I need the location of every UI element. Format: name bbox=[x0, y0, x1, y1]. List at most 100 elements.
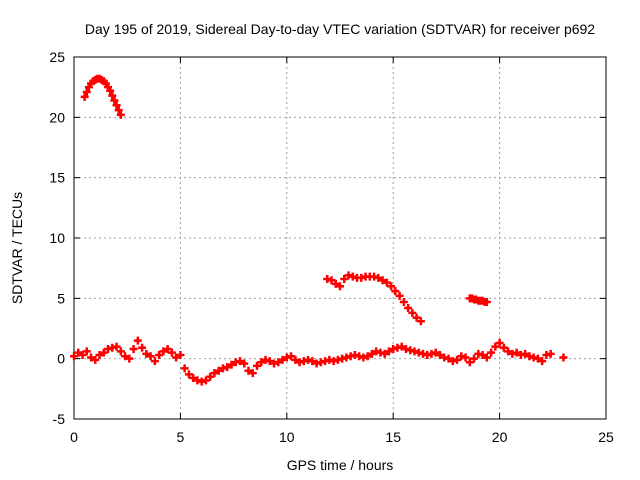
data-point bbox=[129, 345, 138, 354]
data-point bbox=[431, 348, 440, 357]
data-point bbox=[82, 87, 91, 96]
y-axis-label: SDTVAR / TECUs bbox=[9, 191, 25, 305]
data-point bbox=[116, 347, 125, 356]
data-point bbox=[114, 106, 123, 115]
data-point bbox=[253, 361, 262, 370]
data-point bbox=[112, 342, 121, 351]
x-axis-label: GPS time / hours bbox=[286, 457, 394, 473]
data-point bbox=[287, 352, 296, 361]
data-point bbox=[125, 354, 134, 363]
data-point bbox=[533, 354, 542, 363]
data-point bbox=[176, 351, 185, 360]
series-4 bbox=[70, 336, 568, 386]
x-tick-label: 25 bbox=[598, 429, 614, 445]
data-point bbox=[265, 357, 274, 366]
x-tick-label: 15 bbox=[385, 429, 401, 445]
data-point bbox=[257, 358, 266, 367]
data-point bbox=[453, 355, 462, 364]
data-point bbox=[378, 276, 387, 285]
data-point bbox=[399, 297, 408, 306]
data-point bbox=[180, 364, 189, 373]
data-point bbox=[391, 287, 400, 296]
data-point bbox=[240, 359, 249, 368]
y-tick-label: 5 bbox=[57, 290, 65, 306]
data-point bbox=[495, 338, 504, 347]
data-point bbox=[150, 357, 159, 366]
data-point bbox=[512, 348, 521, 357]
y-tick-label: 0 bbox=[57, 351, 65, 367]
data-point bbox=[521, 349, 530, 358]
y-tick-label: 20 bbox=[49, 109, 65, 125]
data-point bbox=[436, 351, 445, 360]
data-point bbox=[78, 351, 87, 360]
data-point bbox=[80, 92, 89, 101]
data-point bbox=[340, 275, 349, 284]
data-point bbox=[291, 355, 300, 364]
data-point bbox=[387, 282, 396, 291]
data-point bbox=[206, 372, 215, 381]
data-point bbox=[487, 348, 496, 357]
data-point bbox=[167, 348, 176, 357]
data-point bbox=[546, 349, 555, 358]
data-point bbox=[380, 349, 389, 358]
data-point bbox=[491, 342, 500, 351]
data-point bbox=[189, 373, 198, 382]
x-tick-label: 0 bbox=[70, 429, 78, 445]
data-point bbox=[227, 360, 236, 369]
data-point bbox=[142, 349, 151, 358]
data-point bbox=[210, 369, 219, 378]
data-point bbox=[482, 353, 491, 362]
data-point bbox=[559, 353, 568, 362]
data-point bbox=[504, 347, 513, 356]
data-point bbox=[382, 278, 391, 287]
data-point bbox=[74, 348, 83, 357]
data-point bbox=[112, 101, 121, 110]
data-point bbox=[201, 376, 210, 385]
y-tick-label: 10 bbox=[49, 230, 65, 246]
series-3 bbox=[465, 294, 491, 306]
data-point bbox=[331, 279, 340, 288]
data-point bbox=[235, 357, 244, 366]
data-point bbox=[416, 317, 425, 326]
data-point bbox=[384, 347, 393, 356]
data-point bbox=[70, 352, 78, 361]
data-point bbox=[214, 366, 223, 375]
series-2 bbox=[323, 271, 425, 326]
data-point bbox=[244, 366, 253, 375]
data-point bbox=[82, 347, 91, 356]
data-point bbox=[499, 343, 508, 352]
data-point bbox=[172, 353, 181, 362]
data-point bbox=[91, 355, 100, 364]
data-point bbox=[138, 343, 147, 352]
data-point bbox=[336, 282, 344, 291]
data-point bbox=[99, 348, 108, 357]
data-point bbox=[95, 351, 104, 360]
data-point bbox=[408, 308, 417, 317]
data-point bbox=[133, 336, 142, 345]
data-point bbox=[482, 297, 491, 306]
data-point bbox=[116, 110, 125, 119]
y-tick-label: 25 bbox=[49, 49, 65, 65]
series-1 bbox=[80, 74, 125, 119]
data-point bbox=[223, 363, 232, 372]
data-marks bbox=[70, 74, 568, 386]
data-point bbox=[248, 369, 257, 378]
data-point bbox=[278, 355, 287, 364]
data-point bbox=[363, 352, 372, 361]
y-tick-label: 15 bbox=[49, 170, 65, 186]
data-point bbox=[538, 357, 547, 366]
data-point bbox=[308, 357, 317, 366]
data-point bbox=[397, 342, 406, 351]
x-tick-label: 10 bbox=[279, 429, 295, 445]
data-point bbox=[87, 353, 96, 362]
data-point bbox=[412, 313, 421, 322]
data-point bbox=[374, 273, 383, 282]
x-tick-label: 20 bbox=[492, 429, 508, 445]
data-point bbox=[404, 303, 413, 312]
data-point bbox=[461, 353, 470, 362]
data-point bbox=[163, 345, 172, 354]
data-point bbox=[110, 96, 119, 105]
data-point bbox=[478, 351, 487, 360]
